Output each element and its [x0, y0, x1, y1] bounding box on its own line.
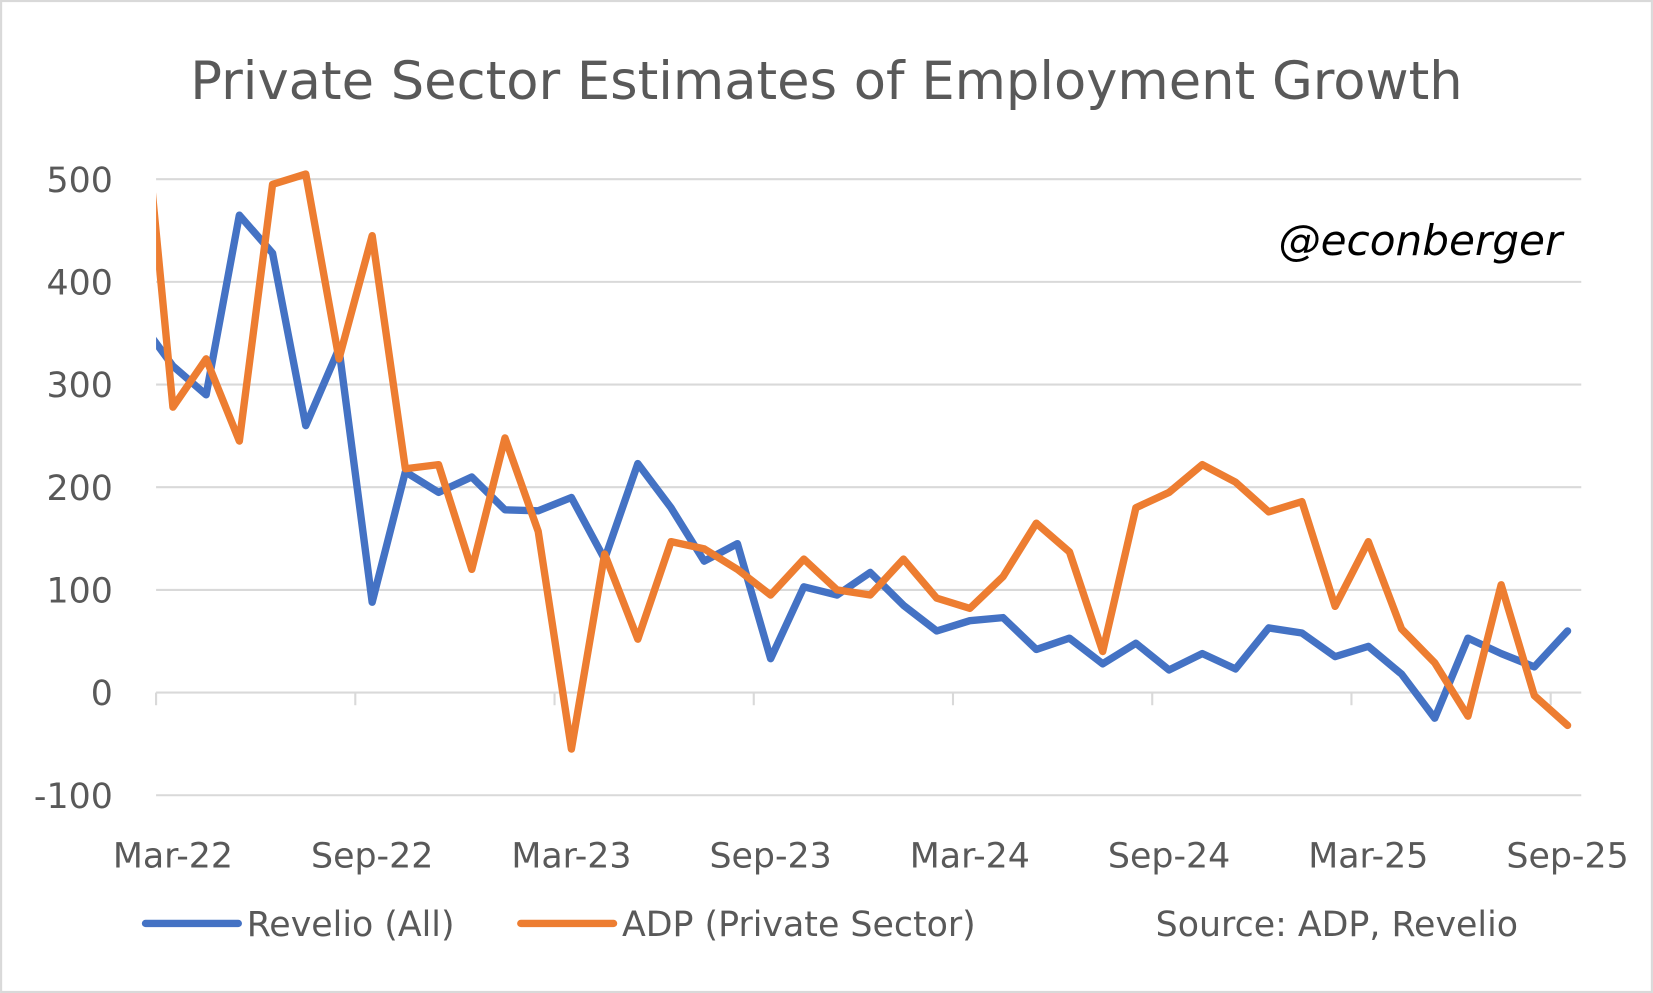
x-tick-label: Sep-24: [1108, 837, 1230, 877]
x-tick-label: Sep-22: [311, 837, 433, 877]
x-tick-label: Mar-23: [511, 837, 631, 877]
x-tick-label: Sep-25: [1506, 837, 1628, 877]
y-tick-label: 100: [46, 572, 112, 612]
legend-label: Revelio (All): [247, 905, 455, 945]
y-tick-label: 200: [46, 469, 112, 509]
x-tick-label: Sep-23: [709, 837, 831, 877]
y-tick-label: 500: [46, 161, 112, 201]
y-tick-label: 400: [46, 264, 112, 304]
series-line-revelio: [156, 211, 1572, 722]
y-tick-label: -100: [34, 777, 113, 817]
chart-title: Private Sector Estimates of Employment G…: [190, 51, 1462, 112]
source-note: Source: ADP, Revelio: [1156, 905, 1518, 945]
series-line-adp: [156, 170, 1572, 753]
y-tick-label: 300: [46, 366, 112, 406]
watermark-handle: @econberger: [1278, 216, 1565, 265]
x-tick-label: Mar-24: [910, 837, 1030, 877]
y-tick-label: 0: [91, 674, 113, 714]
x-tick-label: Mar-25: [1308, 837, 1428, 877]
legend-label: ADP (Private Sector): [622, 905, 976, 945]
x-tick-label: Mar-22: [113, 837, 233, 877]
